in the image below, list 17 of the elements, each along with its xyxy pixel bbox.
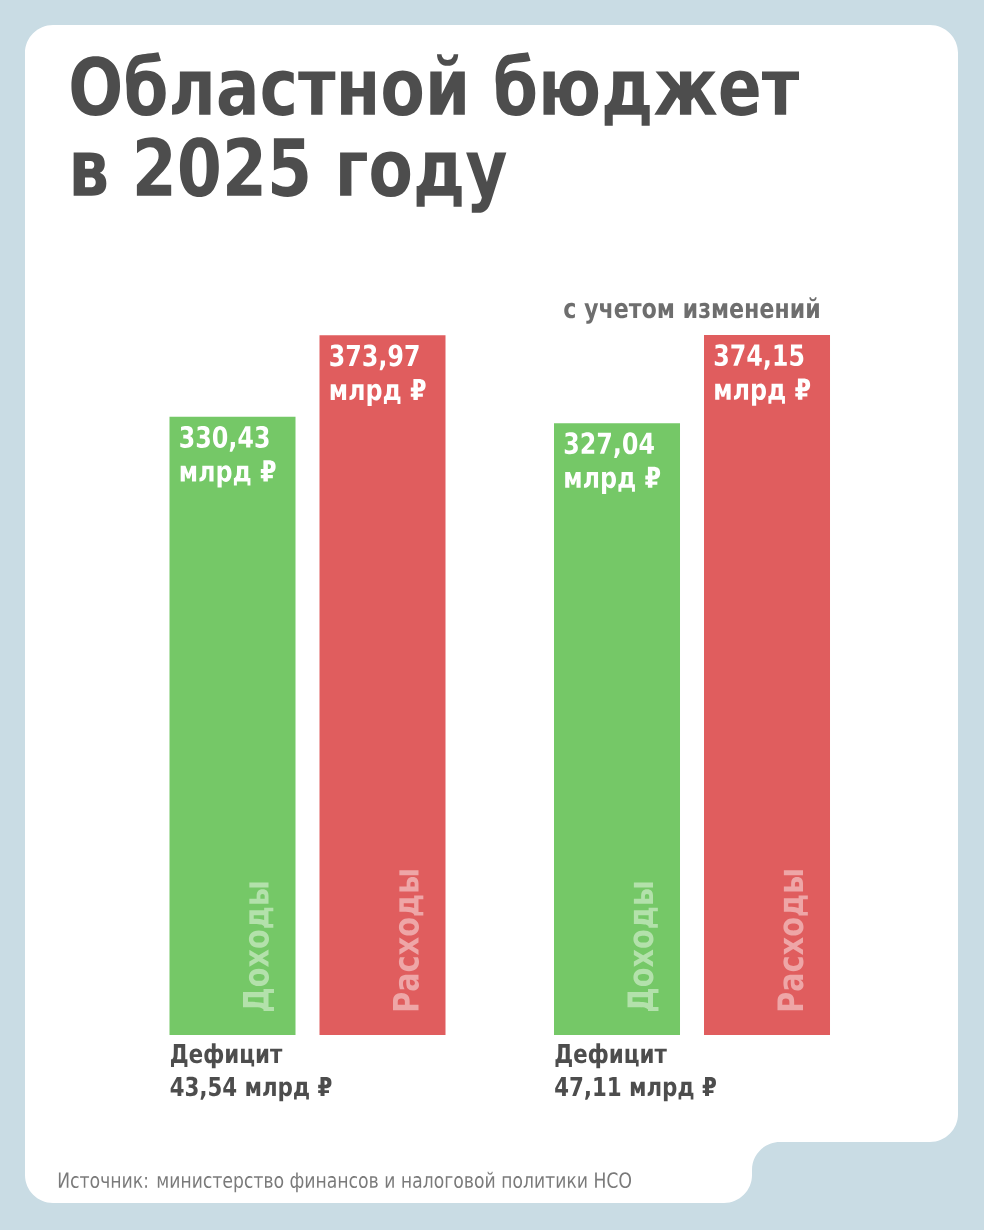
data-label: 327,04 млрд ₽ <box>564 432 661 494</box>
data-label: 374,15 млрд ₽ <box>714 344 811 406</box>
text: Источник: министерство финансов и налоговой политики НСО <box>58 1171 632 1193</box>
text: Дефицит 43,54 млрд ₽ <box>170 1043 332 1102</box>
chart-title: Областной бюджет в 2025 году <box>71 52 800 213</box>
series-label: Расходы <box>777 870 808 1011</box>
text: Расходы <box>392 870 424 1011</box>
bar <box>554 423 681 1035</box>
data-label: 330,43 млрд ₽ <box>180 425 276 488</box>
bar <box>704 334 831 1035</box>
text: Дефицит 47,11 млрд ₽ <box>555 1043 716 1102</box>
series-label: Доходы <box>242 882 274 1012</box>
bar <box>169 416 296 1035</box>
text: Доходы <box>627 882 659 1012</box>
data-label: 373,97 млрд ₽ <box>330 344 426 407</box>
x-tick-label: с учетом изменений <box>564 297 819 324</box>
bar <box>319 335 446 1035</box>
